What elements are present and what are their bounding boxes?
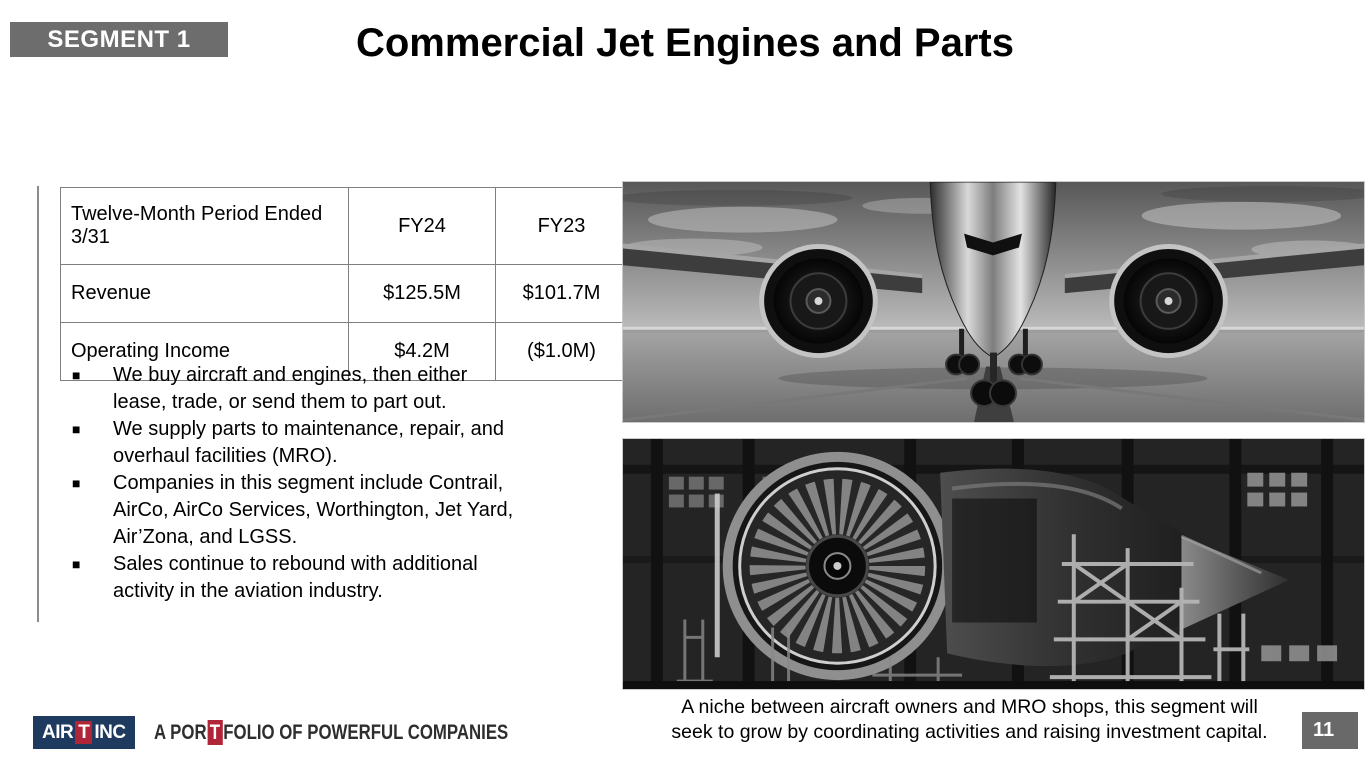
caption-line: seek to grow by coordinating activities … bbox=[671, 721, 1268, 743]
content-left-rule bbox=[37, 186, 39, 622]
list-item: ■ Sales continue to rebound with additio… bbox=[60, 551, 523, 605]
logo-air-text: AIR bbox=[42, 721, 74, 743]
square-bullet-icon: ■ bbox=[72, 421, 81, 437]
square-bullet-icon: ■ bbox=[72, 367, 81, 383]
row-fy23-value: ($1.0M) bbox=[495, 322, 628, 381]
tagline-pre: A POR bbox=[154, 720, 207, 744]
right-engine bbox=[1109, 243, 1228, 359]
bullet-text: We buy aircraft and engines, then either… bbox=[113, 364, 468, 413]
logo-tagline: A POR T FOLIO OF POWERFUL COMPANIES bbox=[154, 716, 508, 749]
engine-fan bbox=[722, 451, 953, 681]
table-header-fy23: FY23 bbox=[495, 187, 628, 265]
fuselage bbox=[929, 182, 1057, 359]
square-bullet-icon: ■ bbox=[72, 475, 81, 491]
logo-inc-text: INC bbox=[94, 721, 126, 743]
segment-badge: SEGMENT 1 bbox=[10, 22, 228, 57]
table-header-period: Twelve-Month Period Ended 3/31 bbox=[60, 187, 349, 265]
list-item: ■ Companies in this segment include Cont… bbox=[60, 470, 523, 551]
jet-engine-illustration bbox=[623, 439, 1364, 689]
page-number-badge: 11 bbox=[1302, 712, 1358, 749]
page-title: Commercial Jet Engines and Parts bbox=[355, 21, 1014, 65]
segment-caption: A niche between aircraft owners and MRO … bbox=[622, 695, 1317, 745]
bullet-text: Sales continue to rebound with additiona… bbox=[113, 553, 478, 602]
tagline-t-accent: T bbox=[207, 720, 223, 745]
caption-line: A niche between aircraft owners and MRO … bbox=[681, 696, 1258, 718]
logo-t-accent: T bbox=[75, 721, 93, 744]
bullet-list: ■ We buy aircraft and engines, then eith… bbox=[60, 362, 523, 605]
list-item: ■ We supply parts to maintenance, repair… bbox=[60, 416, 523, 470]
scaffolding bbox=[1049, 534, 1250, 686]
landing-gear bbox=[945, 328, 1043, 408]
bullet-text: Companies in this segment include Contra… bbox=[113, 472, 514, 548]
page-number: 11 bbox=[1313, 719, 1335, 741]
row-label: Revenue bbox=[60, 264, 349, 323]
left-engine bbox=[759, 243, 878, 359]
row-fy23-value: $101.7M bbox=[495, 264, 628, 323]
financials-table: Twelve-Month Period Ended 3/31 FY24 FY23… bbox=[60, 187, 628, 381]
table-header-row: Twelve-Month Period Ended 3/31 FY24 FY23 bbox=[60, 187, 628, 265]
tagline-post: FOLIO OF POWERFUL COMPANIES bbox=[223, 720, 509, 744]
table-row: Operating Income $4.2M ($1.0M) bbox=[60, 322, 628, 381]
table-row: Revenue $125.5M $101.7M bbox=[60, 264, 628, 323]
row-label: Operating Income bbox=[60, 322, 349, 381]
aircraft-front-photo bbox=[622, 181, 1365, 423]
bullet-text: We supply parts to maintenance, repair, … bbox=[113, 418, 504, 467]
jet-engine-photo bbox=[622, 438, 1365, 690]
list-item: ■ We buy aircraft and engines, then eith… bbox=[60, 362, 523, 416]
logo-wordmark: AIR T INC bbox=[33, 716, 135, 749]
square-bullet-icon: ■ bbox=[72, 556, 81, 572]
table-header-fy24: FY24 bbox=[348, 187, 496, 265]
airt-inc-logo: AIR T INC bbox=[33, 716, 135, 749]
aircraft-front-illustration bbox=[623, 182, 1364, 422]
row-fy24-value: $125.5M bbox=[348, 264, 496, 323]
